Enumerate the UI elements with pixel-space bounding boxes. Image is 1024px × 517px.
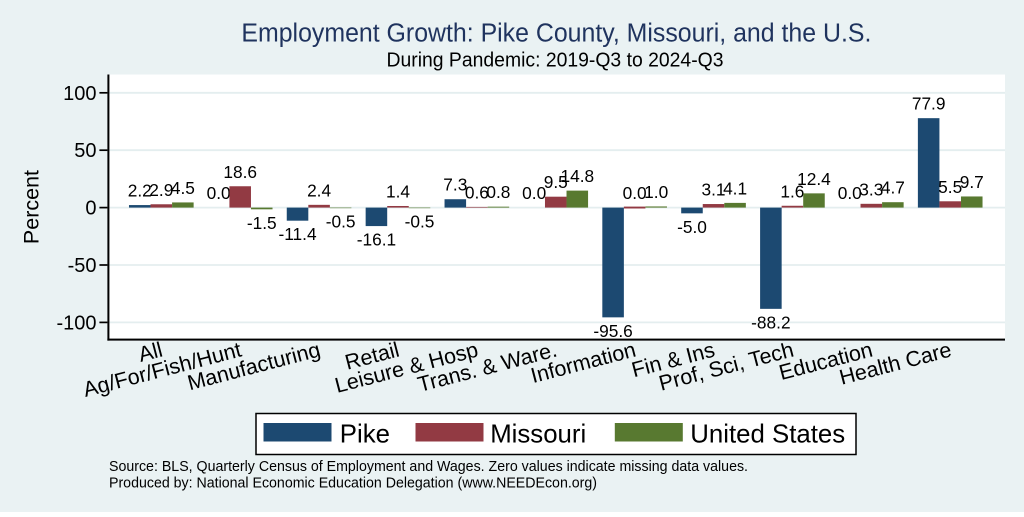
svg-text:-0.5: -0.5 <box>405 212 435 232</box>
svg-text:All: All <box>136 338 165 367</box>
svg-text:12.4: 12.4 <box>797 169 831 189</box>
svg-text:-11.4: -11.4 <box>278 224 316 244</box>
svg-text:5.5: 5.5 <box>938 177 962 197</box>
svg-text:0.0: 0.0 <box>207 183 231 203</box>
svg-text:100: 100 <box>63 83 96 105</box>
svg-text:Source: BLS, Quarterly Census: Source: BLS, Quarterly Census of Employm… <box>109 459 748 475</box>
svg-text:-50: -50 <box>68 255 97 277</box>
svg-text:United States: United States <box>690 421 845 449</box>
svg-text:14.8: 14.8 <box>560 166 594 186</box>
svg-text:18.6: 18.6 <box>223 162 257 182</box>
svg-text:4.1: 4.1 <box>723 178 747 198</box>
svg-text:0.0: 0.0 <box>522 183 546 203</box>
svg-text:4.5: 4.5 <box>171 178 195 198</box>
svg-text:-16.1: -16.1 <box>357 230 396 250</box>
svg-text:9.7: 9.7 <box>960 172 984 192</box>
svg-text:-95.6: -95.6 <box>593 321 632 341</box>
svg-text:-0.5: -0.5 <box>326 212 356 232</box>
svg-text:0.0: 0.0 <box>623 183 647 203</box>
svg-text:4.7: 4.7 <box>881 178 905 198</box>
svg-text:-100: -100 <box>56 312 96 334</box>
svg-text:-88.2: -88.2 <box>751 312 790 332</box>
svg-text:Employment Growth: Pike County: Employment Growth: Pike County, Missouri… <box>241 20 871 48</box>
svg-text:0.0: 0.0 <box>838 183 862 203</box>
svg-text:2.2: 2.2 <box>128 181 152 201</box>
svg-text:9.5: 9.5 <box>544 172 568 192</box>
svg-text:50: 50 <box>74 140 96 162</box>
svg-text:1.0: 1.0 <box>644 182 668 202</box>
svg-text:2.4: 2.4 <box>307 180 331 200</box>
svg-text:0.6: 0.6 <box>465 182 489 202</box>
svg-text:During Pandemic: 2019-Q3 to 20: During Pandemic: 2019-Q3 to 2024-Q3 <box>387 49 724 72</box>
svg-text:1.4: 1.4 <box>386 181 410 201</box>
svg-text:77.9: 77.9 <box>912 94 946 114</box>
svg-text:1.6: 1.6 <box>780 181 804 201</box>
svg-text:Produced by: National Economic: Produced by: National Economic Education… <box>109 476 597 492</box>
svg-text:Percent: Percent <box>20 170 44 244</box>
svg-text:-1.5: -1.5 <box>247 213 277 233</box>
svg-text:-5.0: -5.0 <box>677 217 707 237</box>
svg-text:3.3: 3.3 <box>859 179 883 199</box>
svg-text:3.1: 3.1 <box>702 180 726 200</box>
svg-text:Pike: Pike <box>340 421 390 449</box>
svg-text:Missouri: Missouri <box>490 421 586 449</box>
svg-text:7.3: 7.3 <box>443 175 467 195</box>
svg-text:0: 0 <box>85 198 96 220</box>
svg-text:0.8: 0.8 <box>486 182 510 202</box>
svg-text:2.9: 2.9 <box>149 180 173 200</box>
